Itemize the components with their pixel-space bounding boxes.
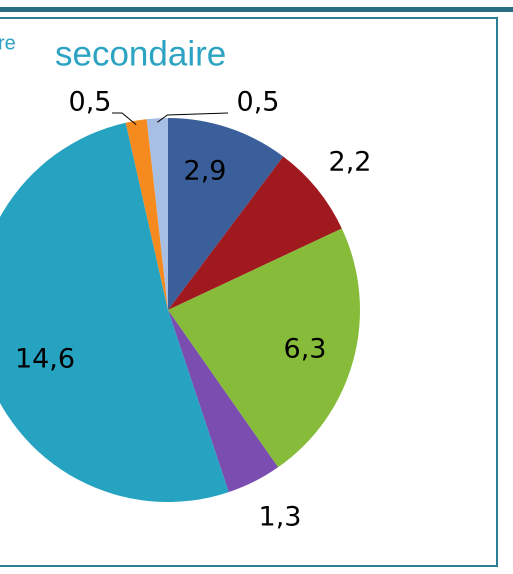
leader-line xyxy=(112,112,137,126)
leader-line xyxy=(157,112,229,123)
chart-title: secondaire xyxy=(55,34,226,73)
pie-slice xyxy=(0,122,229,502)
pie-slice xyxy=(125,119,168,310)
frame xyxy=(0,17,498,567)
data-label: 0,5 xyxy=(69,87,112,118)
pie-slice xyxy=(168,118,284,310)
data-label: 1,3 xyxy=(259,502,302,533)
title-superscript: re xyxy=(0,32,16,54)
pie-slice xyxy=(146,118,168,310)
pie-slice xyxy=(168,310,279,493)
pie-slice xyxy=(168,228,360,468)
data-label: 14,6 xyxy=(15,344,75,375)
data-label: 0,5 xyxy=(237,87,280,118)
top-bar xyxy=(0,7,513,12)
data-label: 6,3 xyxy=(284,334,327,365)
data-label: 2,9 xyxy=(184,156,227,187)
pie-slice xyxy=(168,156,342,310)
data-label: 2,2 xyxy=(329,147,372,178)
